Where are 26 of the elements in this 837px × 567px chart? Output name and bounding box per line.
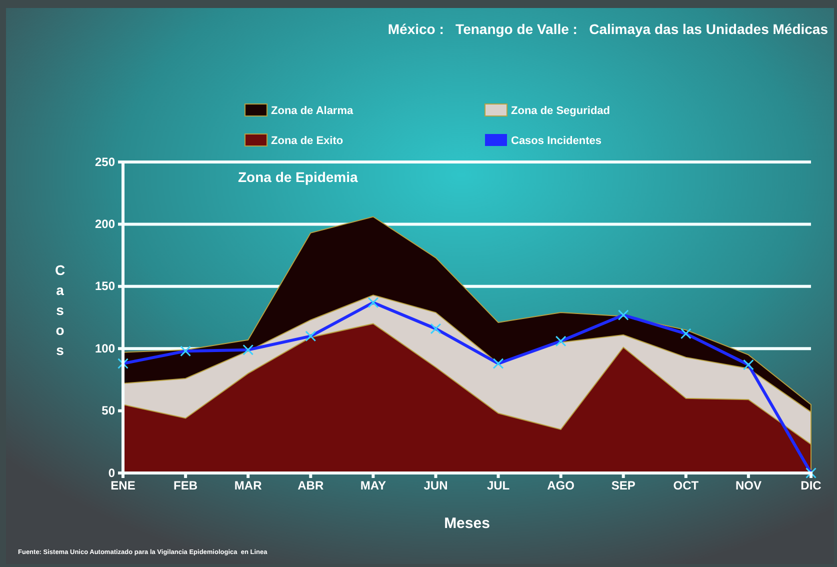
y-tick-label: 50 [102,404,116,418]
legend-label: Casos Incidentes [511,134,602,147]
x-tick-label: JUN [424,478,448,493]
y-axis-title: Casos [54,262,66,358]
x-tick-label: DIC [800,478,822,493]
chart-title: México : Tenango de Valle : Calimaya das las Unidades Médicas [388,21,828,37]
x-tick-label: JUL [486,478,510,493]
y-tick-label: 100 [94,341,116,356]
legend-label: Zona de Seguridad [511,104,610,117]
x-tick-label: ABR [298,478,324,493]
y-tick-label: 250 [94,154,116,169]
x-tick-label: OCT [673,478,700,493]
annotation: Zona de Epidemia [238,169,358,185]
y-tick-label: 150 [94,279,116,294]
x-tick-label: SEP [611,478,636,493]
x-tick-label: MAY [360,478,386,493]
legend-label: Zona de Alarma [271,104,354,117]
x-axis-title: Meses [444,515,490,532]
x-tick-label: AGO [547,478,574,493]
y-tick-label: 0 [108,466,116,480]
x-tick-label: FEB [174,478,198,493]
x-tick-label: MAR [234,478,262,493]
y-tick-label: 200 [94,217,116,232]
x-tick-label: NOV [735,478,762,493]
legend-label: Zona de Exito [271,134,344,147]
x-tick-label: ENE [110,478,136,493]
